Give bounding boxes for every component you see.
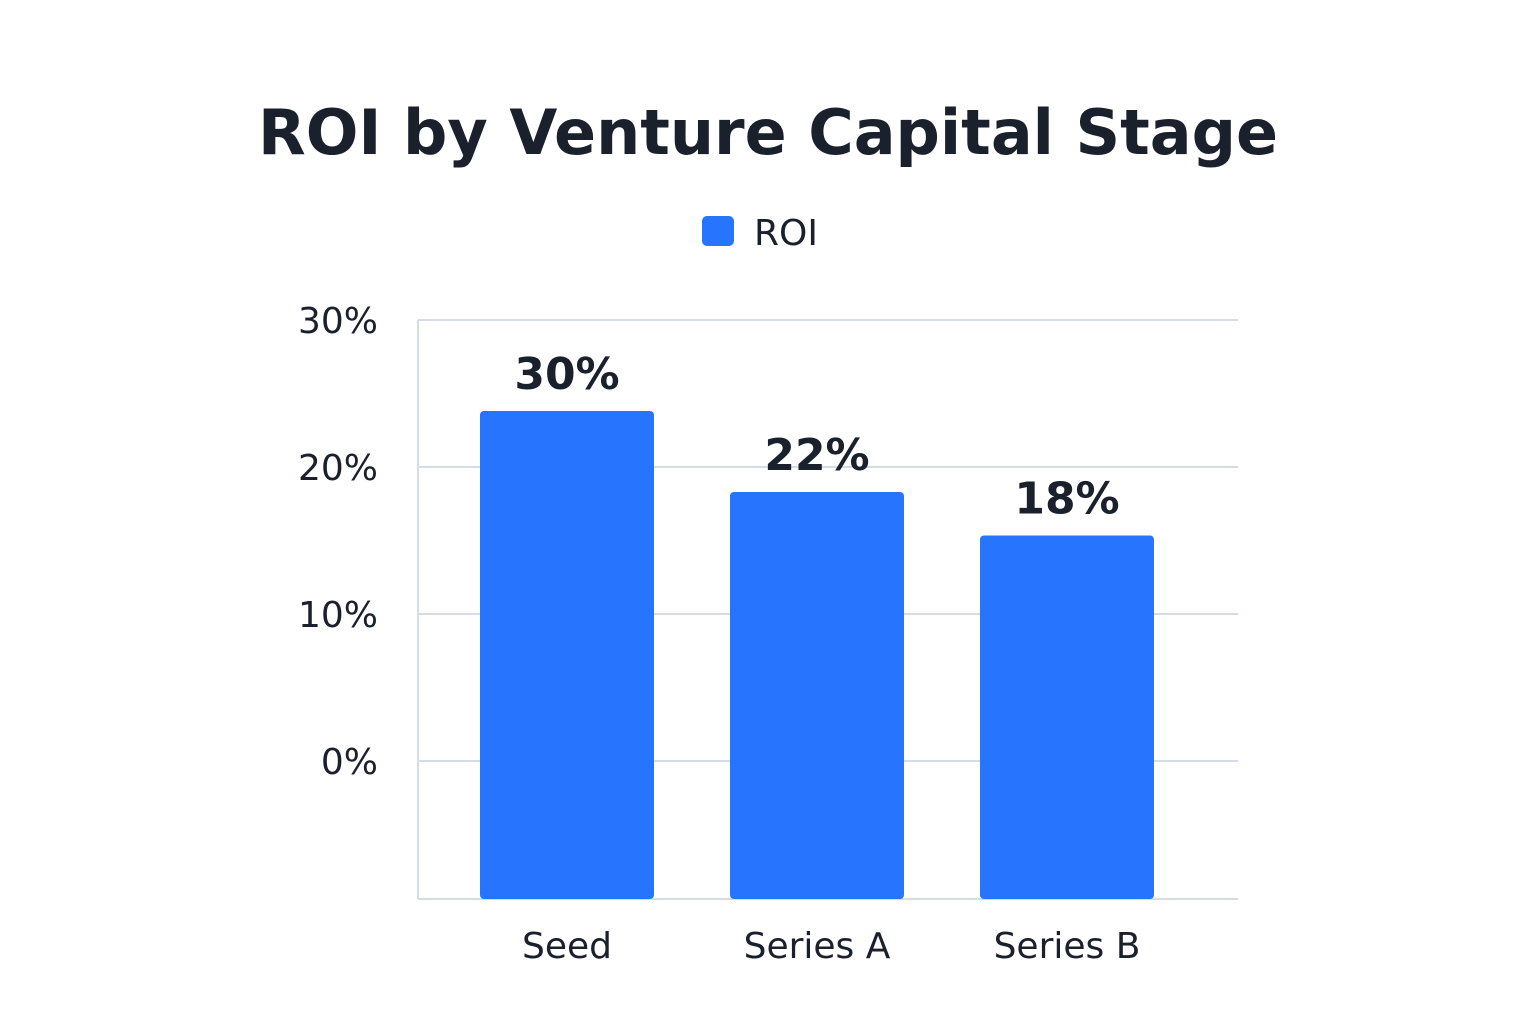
bar-seed — [480, 411, 654, 899]
y-axis-ticks: 0% 10% 20% 30% — [298, 301, 378, 783]
data-label: 30% — [514, 349, 619, 400]
y-tick-label: 10% — [298, 595, 378, 636]
data-label: 22% — [764, 430, 869, 481]
y-tick-label: 30% — [298, 301, 378, 342]
x-category-label: Seed — [522, 926, 612, 967]
bars — [480, 411, 1154, 899]
legend: ROI — [702, 213, 818, 254]
chart-title: ROI by Venture Capital Stage — [258, 96, 1278, 169]
legend-swatch — [702, 216, 734, 246]
x-category-label: Series A — [744, 926, 891, 967]
data-labels: 30% 22% 18% — [514, 349, 1119, 524]
x-category-label: Series B — [994, 926, 1141, 967]
y-tick-label: 20% — [298, 448, 378, 489]
x-axis-categories: Seed Series A Series B — [522, 926, 1140, 967]
y-tick-label: 0% — [321, 742, 378, 783]
data-label: 18% — [1014, 473, 1119, 524]
legend-label: ROI — [754, 213, 818, 254]
bar-series-b — [980, 535, 1154, 899]
bar-series-a — [730, 492, 904, 899]
